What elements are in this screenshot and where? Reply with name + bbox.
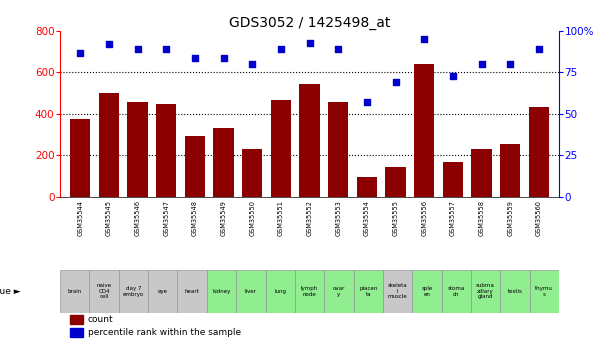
- Bar: [471, 270, 500, 313]
- Text: percentile rank within the sample: percentile rank within the sample: [88, 328, 240, 337]
- Text: heart: heart: [185, 289, 200, 294]
- Text: subma
xillary
gland: subma xillary gland: [476, 284, 495, 299]
- Bar: [99, 93, 119, 197]
- Text: ovar
y: ovar y: [333, 286, 345, 297]
- Text: sple
en: sple en: [421, 286, 433, 297]
- Bar: [207, 270, 236, 313]
- Text: GSM35550: GSM35550: [249, 200, 255, 236]
- Bar: [70, 315, 82, 324]
- Bar: [357, 177, 377, 197]
- Bar: [242, 149, 262, 197]
- Text: GSM35557: GSM35557: [450, 200, 456, 236]
- Bar: [177, 270, 207, 313]
- Bar: [60, 270, 90, 313]
- Text: GSM35560: GSM35560: [536, 200, 542, 236]
- Bar: [271, 100, 291, 197]
- Text: GSM35552: GSM35552: [307, 200, 313, 236]
- Point: [190, 55, 200, 60]
- Text: GSM35547: GSM35547: [163, 200, 169, 236]
- Point: [104, 41, 114, 47]
- Bar: [412, 270, 442, 313]
- Bar: [529, 270, 559, 313]
- Point: [219, 55, 228, 60]
- Text: GSM35554: GSM35554: [364, 200, 370, 236]
- Bar: [185, 136, 205, 197]
- Point: [305, 40, 314, 46]
- Point: [505, 61, 515, 67]
- Text: GSM35546: GSM35546: [135, 200, 141, 236]
- Point: [161, 47, 171, 52]
- Bar: [383, 270, 412, 313]
- Bar: [236, 270, 266, 313]
- Point: [334, 47, 343, 52]
- Text: GSM35544: GSM35544: [77, 200, 83, 236]
- Bar: [266, 270, 295, 313]
- Text: GSM35553: GSM35553: [335, 200, 341, 236]
- Point: [276, 47, 285, 52]
- Text: eye: eye: [158, 289, 168, 294]
- Bar: [213, 128, 234, 197]
- Point: [534, 47, 544, 52]
- Bar: [119, 270, 148, 313]
- Text: testis: testis: [507, 289, 522, 294]
- Bar: [324, 270, 353, 313]
- Bar: [328, 101, 348, 197]
- Bar: [500, 144, 520, 197]
- Point: [419, 37, 429, 42]
- Bar: [472, 149, 492, 197]
- Point: [448, 73, 458, 79]
- Text: GSM35549: GSM35549: [221, 200, 227, 236]
- Bar: [529, 107, 549, 197]
- Bar: [156, 104, 176, 197]
- Text: lymph
node: lymph node: [301, 286, 318, 297]
- Bar: [443, 161, 463, 197]
- Bar: [385, 167, 406, 197]
- Bar: [299, 84, 320, 197]
- Bar: [353, 270, 383, 313]
- Point: [248, 61, 257, 67]
- Bar: [295, 270, 324, 313]
- Text: kidney: kidney: [212, 289, 231, 294]
- Text: lung: lung: [274, 289, 286, 294]
- Point: [133, 47, 142, 52]
- Text: thymu
s: thymu s: [535, 286, 553, 297]
- Text: placen
ta: placen ta: [359, 286, 377, 297]
- Point: [75, 50, 85, 55]
- Text: GSM35545: GSM35545: [106, 200, 112, 236]
- Text: GSM35556: GSM35556: [421, 200, 427, 236]
- Text: GSM35555: GSM35555: [392, 200, 398, 236]
- Text: brain: brain: [68, 289, 82, 294]
- Bar: [148, 270, 177, 313]
- Bar: [70, 119, 90, 197]
- Bar: [70, 328, 82, 337]
- Text: GSM35551: GSM35551: [278, 200, 284, 236]
- Text: skeleta
l
muscle: skeleta l muscle: [388, 284, 407, 299]
- Bar: [500, 270, 529, 313]
- Title: GDS3052 / 1425498_at: GDS3052 / 1425498_at: [229, 16, 390, 30]
- Point: [391, 80, 400, 85]
- Text: count: count: [88, 315, 113, 324]
- Text: GSM35559: GSM35559: [507, 200, 513, 236]
- Bar: [442, 270, 471, 313]
- Text: day 7
embryо: day 7 embryо: [123, 286, 144, 297]
- Point: [362, 100, 371, 105]
- Bar: [127, 101, 147, 197]
- Point: [477, 61, 486, 67]
- Text: GSM35558: GSM35558: [478, 200, 484, 236]
- Text: naive
CD4
cell: naive CD4 cell: [97, 284, 112, 299]
- Text: stoma
ch: stoma ch: [448, 286, 465, 297]
- Text: liver: liver: [245, 289, 257, 294]
- Bar: [90, 270, 119, 313]
- Bar: [414, 64, 434, 197]
- Text: tissue ►: tissue ►: [0, 287, 20, 296]
- Text: GSM35548: GSM35548: [192, 200, 198, 236]
